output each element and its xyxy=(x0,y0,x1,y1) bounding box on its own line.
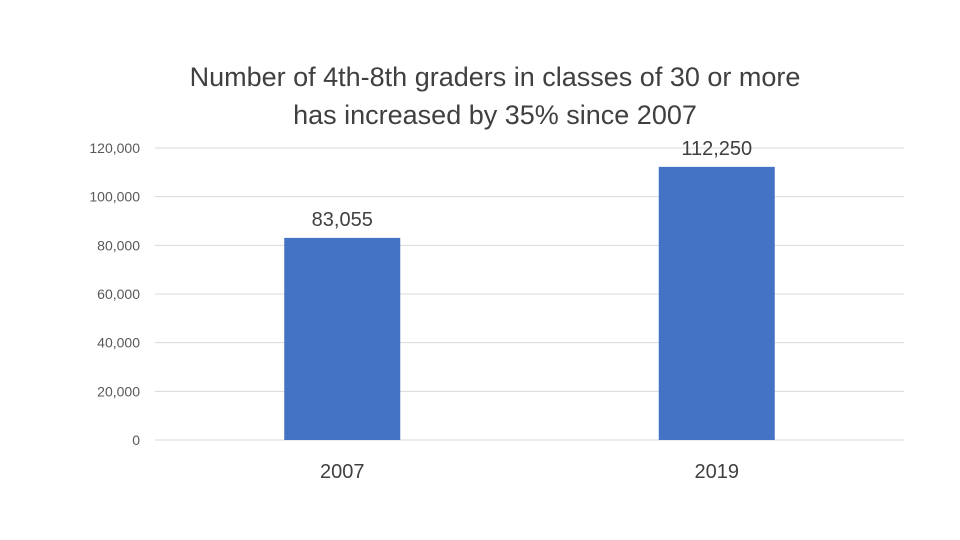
x-tick-label: 2019 xyxy=(695,461,740,483)
y-tick-label: 80,000 xyxy=(97,237,140,253)
y-tick-label: 60,000 xyxy=(97,286,140,302)
y-tick-label: 20,000 xyxy=(97,383,140,399)
chart-title: Number of 4th-8th graders in classes of … xyxy=(0,58,960,134)
x-tick-label: 2007 xyxy=(320,461,365,483)
y-tick-label: 40,000 xyxy=(97,335,140,351)
data-label: 83,055 xyxy=(312,209,373,231)
y-tick-label: 100,000 xyxy=(89,189,140,205)
chart-title-line-2: has increased by 35% since 2007 xyxy=(293,100,697,130)
bar xyxy=(284,237,401,440)
bar xyxy=(658,166,775,440)
y-tick-label: 120,000 xyxy=(89,140,140,156)
chart-title-line-1: Number of 4th-8th graders in classes of … xyxy=(189,62,801,92)
y-tick-label: 0 xyxy=(132,432,140,448)
data-label: 112,250 xyxy=(681,138,752,160)
